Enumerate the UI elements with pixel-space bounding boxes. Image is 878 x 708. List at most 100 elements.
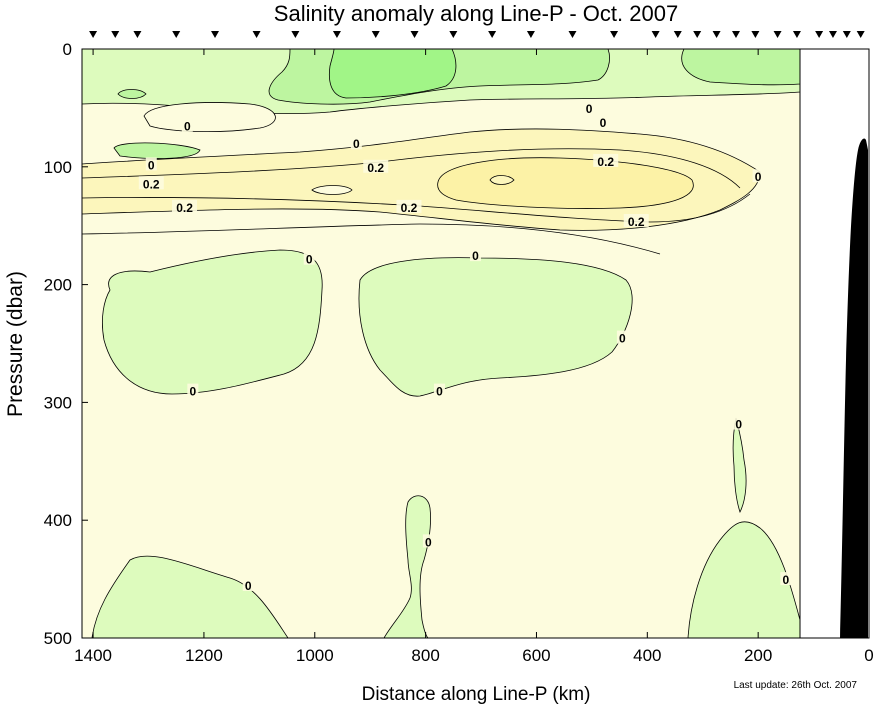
chart-title: Salinity anomaly along Line-P - Oct. 200… xyxy=(274,1,678,26)
station-marker xyxy=(371,31,380,38)
station-marker xyxy=(291,31,300,38)
station-marker xyxy=(488,31,497,38)
contour-blob-bottom-right xyxy=(687,521,801,639)
x-axis-ticks: 1400 1200 1000 800 600 400 200 0 xyxy=(74,49,874,665)
contour-blob-bottom-left xyxy=(91,555,289,639)
station-marker xyxy=(172,31,181,38)
station-marker xyxy=(526,31,535,38)
footnote: Last update: 26th Oct. 2007 xyxy=(734,680,858,691)
x-tick-label: 1400 xyxy=(74,646,112,665)
contour-label: 0 xyxy=(619,332,626,346)
station-marker xyxy=(89,31,98,38)
station-markers xyxy=(89,31,865,38)
station-marker xyxy=(211,31,220,38)
contour-blob-right-thin xyxy=(732,417,747,514)
contour-label-bg xyxy=(752,169,764,183)
contour-label: 0 xyxy=(306,253,313,267)
station-marker xyxy=(828,31,837,38)
plot-frame xyxy=(81,48,870,639)
y-tick-label: 0 xyxy=(63,40,72,59)
contour-label: 0 xyxy=(755,170,762,184)
station-marker xyxy=(673,31,682,38)
contour-label: 0 xyxy=(245,579,252,593)
contour-band-yellow-core xyxy=(437,157,694,209)
y-tick-label: 100 xyxy=(44,158,72,177)
station-marker xyxy=(792,31,801,38)
contour-label: 0 xyxy=(184,120,191,134)
station-marker xyxy=(842,31,851,38)
contour-blob-bottom-center xyxy=(383,495,431,639)
contour-label: 0.2 xyxy=(367,161,384,175)
contour-label-bg xyxy=(303,251,315,265)
contour-line-3 xyxy=(81,223,661,255)
contour-label-bg xyxy=(616,330,628,344)
x-axis-label: Distance along Line-P (km) xyxy=(362,684,591,705)
contour-line-1 xyxy=(81,148,741,189)
contour-label-bg xyxy=(138,176,164,190)
contour-region-surface-positive xyxy=(143,102,276,132)
station-marker xyxy=(712,31,721,38)
contour-label: 0 xyxy=(190,385,197,399)
contour-label: 0 xyxy=(735,418,742,432)
station-marker xyxy=(332,31,341,38)
contour-label: 0.2 xyxy=(628,215,645,229)
station-marker xyxy=(610,31,619,38)
contour-label-bg xyxy=(583,100,595,114)
contour-island-3 xyxy=(311,185,353,195)
station-marker xyxy=(856,31,865,38)
contour-label-bg xyxy=(172,199,198,213)
contour-label: 0.2 xyxy=(176,201,193,215)
contour-label-bg xyxy=(780,572,792,586)
contour-label-bg xyxy=(733,416,745,430)
contour-fills xyxy=(81,48,801,639)
contour-label: 0.2 xyxy=(401,201,418,215)
station-marker xyxy=(651,31,660,38)
contour-label-bg xyxy=(363,159,389,173)
station-marker xyxy=(568,31,577,38)
contour-label: 0 xyxy=(783,573,790,587)
x-tick-label: 600 xyxy=(522,646,550,665)
contour-label: 0.2 xyxy=(597,155,614,169)
contour-label-bg xyxy=(597,115,609,129)
contour-label: 0 xyxy=(472,249,479,263)
contour-line-2 xyxy=(81,193,751,223)
contour-label-bg xyxy=(422,534,434,548)
contour-label: 0.2 xyxy=(143,177,160,191)
station-marker xyxy=(751,31,760,38)
x-tick-label: 200 xyxy=(744,646,772,665)
station-marker xyxy=(410,31,419,38)
contour-label-bg xyxy=(187,383,199,397)
station-marker xyxy=(693,31,702,38)
contour-label-bg xyxy=(433,383,445,397)
x-tick-label: 1200 xyxy=(185,646,223,665)
contour-label-bg xyxy=(181,118,193,132)
contour-label-bg xyxy=(593,153,619,167)
contour-island-2 xyxy=(113,142,201,159)
contour-label: 0 xyxy=(586,102,593,116)
x-tick-label: 800 xyxy=(411,646,439,665)
contour-label-bg xyxy=(242,577,254,591)
contour-label-bg xyxy=(396,199,422,213)
contour-island-1 xyxy=(117,89,147,99)
y-axis-ticks: 0 100 200 300 400 500 xyxy=(44,40,88,648)
contour-region-surface-right xyxy=(681,48,801,86)
contour-label: 0 xyxy=(436,385,443,399)
contour-label-bg xyxy=(350,136,362,150)
y-tick-label: 200 xyxy=(44,276,72,295)
bathymetry xyxy=(840,138,868,638)
contour-label-bg xyxy=(623,213,649,227)
contour-blob-left xyxy=(102,249,323,395)
x-tick-label: 400 xyxy=(633,646,661,665)
contour-label-bg xyxy=(145,157,157,171)
contour-label: 0 xyxy=(600,116,607,130)
y-tick-label: 400 xyxy=(44,511,72,530)
contour-core-ring xyxy=(489,175,515,185)
contour-label: 0 xyxy=(353,137,360,151)
x-tick-label: 1000 xyxy=(296,646,334,665)
contour-label-bg xyxy=(470,248,481,262)
station-marker xyxy=(252,31,261,38)
station-marker xyxy=(133,31,142,38)
x-tick-label: 0 xyxy=(864,646,873,665)
